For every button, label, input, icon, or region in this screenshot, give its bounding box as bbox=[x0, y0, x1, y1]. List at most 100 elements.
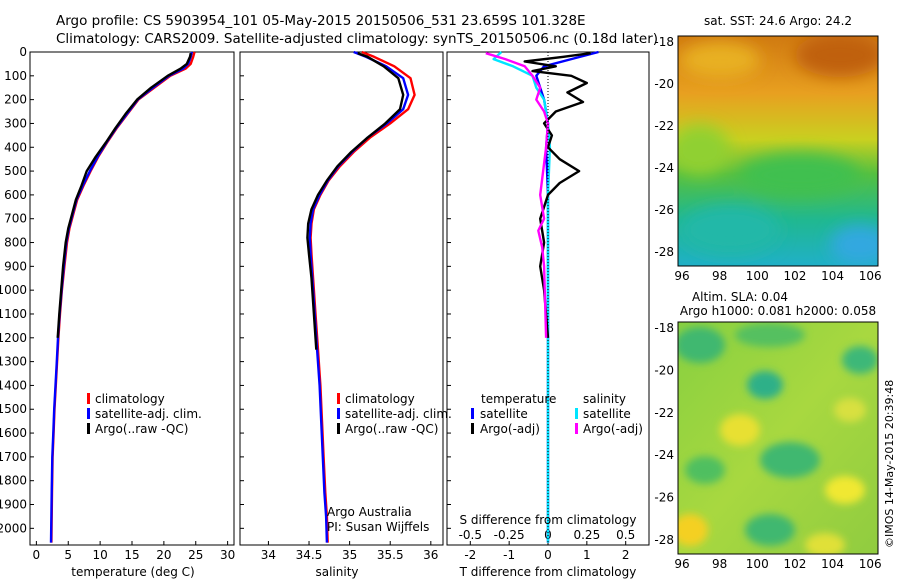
sla-warm-patch bbox=[678, 514, 708, 546]
s-diff-tick-label: 0.25 bbox=[573, 528, 600, 542]
sla-map bbox=[678, 322, 878, 554]
y-tick-label: 400 bbox=[4, 140, 27, 154]
sla-cool-patch bbox=[747, 371, 783, 399]
sst-green-patch bbox=[678, 125, 730, 175]
map-y-tick-label: -18 bbox=[654, 321, 674, 335]
sla-title-line2: Argo h1000: 0.081 h2000: 0.058 bbox=[680, 304, 876, 318]
y-tick-label: 1700 bbox=[0, 450, 27, 464]
header-line2: Climatology: CARS2009. Satellite-adjuste… bbox=[56, 31, 658, 47]
sst-cyan-patch bbox=[830, 225, 878, 265]
y-tick-label: 1200 bbox=[0, 331, 27, 345]
map-y-tick-label: -26 bbox=[654, 203, 674, 217]
legend-label-climatology: climatology bbox=[95, 392, 165, 406]
sst-map bbox=[678, 36, 878, 266]
map-x-tick-label: 98 bbox=[712, 557, 727, 571]
legend-label-sal-argo: Argo(-adj) bbox=[583, 422, 643, 436]
x-tick-label: 34 bbox=[261, 548, 276, 562]
map-y-tick-label: -28 bbox=[654, 245, 674, 259]
sst-green-patch bbox=[740, 153, 860, 197]
sla-warm-patch bbox=[805, 533, 845, 554]
difference-top-label: S difference from climatology bbox=[460, 513, 637, 527]
legend-label-sal-satellite: satellite bbox=[583, 407, 631, 421]
x-tick-label: 0 bbox=[544, 548, 552, 562]
y-tick-label: 0 bbox=[19, 45, 27, 59]
x-tick-label: 1 bbox=[583, 548, 591, 562]
series-line-temperature-argo-adj- bbox=[523, 52, 591, 338]
map-y-tick-label: -26 bbox=[654, 491, 674, 505]
map-y-tick-label: -28 bbox=[654, 533, 674, 547]
x-tick-label: 35 bbox=[342, 548, 357, 562]
legend-label-argo: Argo(..raw -QC) bbox=[95, 422, 188, 436]
sla-cool-patch bbox=[842, 346, 878, 374]
series-line-climatology bbox=[309, 50, 416, 543]
x-tick-label: 36 bbox=[423, 548, 438, 562]
x-tick-label: 15 bbox=[124, 548, 139, 562]
y-tick-label: 1300 bbox=[0, 355, 27, 369]
map-x-tick-label: 98 bbox=[712, 269, 727, 283]
y-tick-label: 1900 bbox=[0, 498, 27, 512]
y-tick-label: 700 bbox=[4, 212, 27, 226]
y-tick-label: 300 bbox=[4, 116, 27, 130]
y-tick-label: 1000 bbox=[0, 283, 27, 297]
legend-label-argo: Argo(..raw -QC) bbox=[345, 422, 438, 436]
x-tick-label: -1 bbox=[503, 548, 515, 562]
legend-label-satellite: satellite-adj. clim. bbox=[95, 407, 202, 421]
sla-cool-patch bbox=[685, 456, 725, 484]
x-tick-label: 5 bbox=[64, 548, 72, 562]
map-x-tick-label: 96 bbox=[674, 269, 689, 283]
salinity-panel bbox=[239, 51, 444, 546]
map-x-tick-label: 96 bbox=[674, 557, 689, 571]
header-line1: Argo profile: CS 5903954_101 05-May-2015… bbox=[56, 13, 586, 29]
sla-map-frame bbox=[677, 321, 879, 555]
y-tick-label: 100 bbox=[4, 69, 27, 83]
s-diff-tick-label: 0.5 bbox=[616, 528, 635, 542]
sla-cool-patch bbox=[760, 442, 820, 478]
imos-stamp: ©IMOS 14-May-2015 20:39:48 bbox=[883, 380, 896, 548]
series-line-argo-raw-qc- bbox=[56, 52, 192, 338]
legend-swatch-sal-satellite bbox=[575, 408, 578, 419]
y-tick-label: 800 bbox=[4, 236, 27, 250]
salinity-legend: climatology satellite-adj. clim. Argo(..… bbox=[327, 392, 452, 534]
y-tick-label: 1100 bbox=[0, 307, 27, 321]
series-line-climatology bbox=[50, 51, 196, 543]
y-tick-label: 1600 bbox=[0, 426, 27, 440]
difference-legend: temperature salinity satellite Argo(-adj… bbox=[471, 392, 643, 436]
temperature-xlabel: temperature (deg C) bbox=[71, 565, 194, 579]
map-y-tick-label: -20 bbox=[654, 363, 674, 377]
sla-cool-patch bbox=[735, 323, 805, 347]
legend-swatch-satellite bbox=[337, 408, 340, 419]
sla-cool-patch bbox=[745, 514, 795, 546]
sst-map-title: sat. SST: 24.6 Argo: 24.2 bbox=[704, 14, 852, 28]
sst-warm-patch bbox=[795, 36, 878, 77]
y-tick-label: 1400 bbox=[0, 378, 27, 392]
x-tick-label: -2 bbox=[464, 548, 476, 562]
y-tick-label: 900 bbox=[4, 259, 27, 273]
y-tick-label: 600 bbox=[4, 188, 27, 202]
temperature-legend: climatology satellite-adj. clim. Argo(..… bbox=[87, 392, 202, 436]
legend-swatch-argo bbox=[87, 423, 90, 434]
legend-swatch-satellite bbox=[87, 408, 90, 419]
series-line-satellite-adj-clim- bbox=[308, 50, 410, 543]
series-line-salinity-argo-adj- bbox=[485, 52, 550, 338]
y-tick-label: 2000 bbox=[0, 521, 27, 535]
y-tick-label: 1800 bbox=[0, 474, 27, 488]
legend-label-climatology: climatology bbox=[345, 392, 415, 406]
x-tick-label: 0 bbox=[33, 548, 41, 562]
x-tick-label: 30 bbox=[220, 548, 235, 562]
sst-teal-patch bbox=[680, 205, 780, 255]
x-tick-label: 34.5 bbox=[296, 548, 323, 562]
legend-label-temp-argo: Argo(-adj) bbox=[480, 422, 540, 436]
map-y-tick-label: -20 bbox=[654, 77, 674, 91]
difference-xlabel: T difference from climatology bbox=[459, 565, 637, 579]
map-x-tick-label: 106 bbox=[859, 269, 882, 283]
map-y-tick-label: -18 bbox=[654, 35, 674, 49]
map-x-tick-label: 106 bbox=[859, 557, 882, 571]
map-x-tick-label: 100 bbox=[746, 557, 769, 571]
map-y-tick-label: -22 bbox=[654, 406, 674, 420]
sla-warm-patch bbox=[834, 398, 866, 422]
map-x-tick-label: 100 bbox=[746, 269, 769, 283]
annotation-argo-australia: Argo Australia bbox=[327, 505, 412, 519]
series-line-argo-raw-qc- bbox=[306, 52, 405, 350]
legend-swatch-argo bbox=[337, 423, 340, 434]
legend-swatch-temp-satellite bbox=[471, 408, 474, 419]
